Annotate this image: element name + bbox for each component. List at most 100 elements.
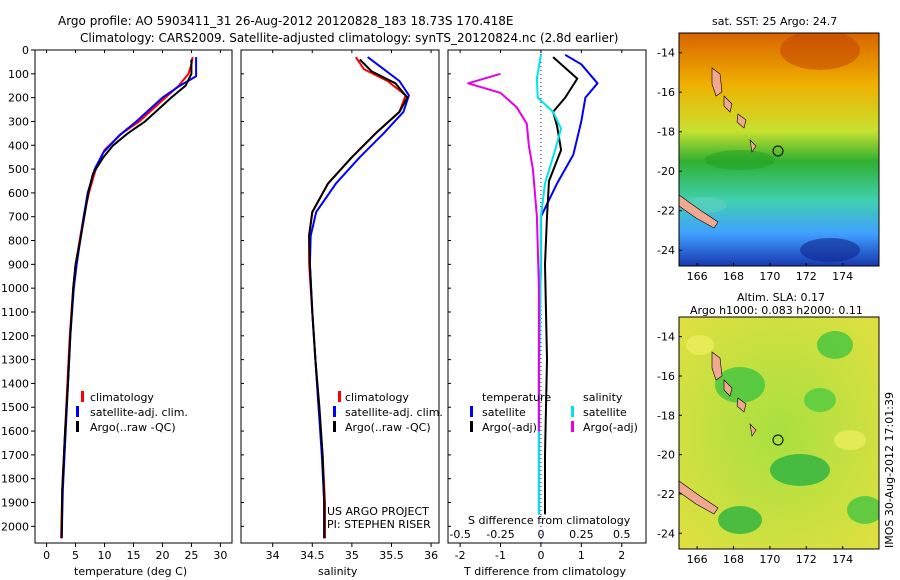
sla-map-title-line2: Argo h1000: 0.083 h2000: 0.11: [690, 304, 863, 317]
argo-float-position-marker: [772, 434, 784, 446]
map-lon-label: 174: [832, 553, 853, 566]
s-difference-axis-label: S difference from climatology: [468, 514, 631, 527]
legend-label: Argo(-adj): [482, 421, 537, 434]
legend-label: satellite: [482, 406, 526, 419]
vanuatu-island: [749, 139, 757, 153]
legend-swatch-t-satellite: [470, 406, 473, 417]
depth-tick-label: 0: [22, 44, 29, 57]
x-tick-label: -1: [495, 549, 506, 562]
map-lon-label: 170: [759, 270, 780, 283]
legend-label: Argo(..raw -QC): [90, 421, 176, 434]
map-lon-label: 168: [723, 270, 744, 283]
sst-patches: [679, 33, 860, 262]
depth-tick-label: 400: [8, 139, 29, 152]
depth-tick-label: 700: [8, 211, 29, 224]
x-tick-label: 2: [618, 549, 625, 562]
pi-annotation: PI: STEPHEN RISER: [327, 518, 431, 531]
new-caledonia-landmass: [679, 480, 719, 515]
legend-swatch-climatology: [338, 391, 341, 402]
legend-swatch-argo: [76, 421, 79, 432]
x-tick-label: 10: [98, 549, 112, 562]
x-tick-label: 35.5: [379, 549, 404, 562]
depth-tick-label: 800: [8, 235, 29, 248]
series-line: [308, 56, 410, 539]
x-tick-label: 25: [184, 549, 198, 562]
map-lat-label: -16: [657, 86, 675, 99]
sst-map-frame: [678, 32, 880, 267]
x-tick-label: 34: [266, 549, 280, 562]
legend-swatch-satellite: [333, 406, 336, 417]
x-tick-label: 0: [537, 549, 544, 562]
series-line: [537, 53, 599, 515]
timestamp: IMOS 30-Aug-2012 17:01:39: [883, 392, 896, 548]
depth-tick-label: 2000: [1, 520, 29, 533]
sla-map: [678, 316, 880, 550]
sst-map-title: sat. SST: 25 Argo: 24.7: [712, 15, 837, 28]
map-lat-label: -20: [657, 165, 675, 178]
depth-tick-label: 1600: [1, 425, 29, 438]
series-line: [308, 58, 409, 539]
charts-layer: 0 5 10 15 20 25 30 34 34.5 35 35.5 36 -2 -1 0 1 2 -0.5 -0.…: [43, 50, 631, 562]
map-lat-label: -16: [657, 370, 675, 383]
depth-tick-label: 1400: [1, 377, 29, 390]
x-tick-label: 20: [155, 549, 169, 562]
legend-swatch-s-argo: [571, 421, 574, 432]
map-lon-label: 170: [759, 553, 780, 566]
s-tick-label: 0.5: [613, 528, 631, 541]
map-axes: 166 168 170 172 174 -14 -16 -18 -20 -22 -24 166 168 1…: [657, 47, 853, 566]
legend-label: Argo(..raw -QC): [345, 421, 431, 434]
map-lon-label: 174: [832, 270, 853, 283]
depth-tick-label: 1900: [1, 497, 29, 510]
map-lat-label: -22: [657, 488, 675, 501]
x-tick-label: 1: [578, 549, 585, 562]
temperature-axis-label: temperature (deg C): [74, 565, 187, 578]
map-lat-label: -18: [657, 409, 675, 422]
vanuatu-island: [736, 397, 747, 413]
legend-swatch-s-satellite: [571, 406, 574, 417]
legend-swatch-t-argo: [470, 421, 473, 432]
x-tick-label: 36: [424, 549, 438, 562]
map-lat-label: -22: [657, 205, 675, 218]
depth-tick-label: 900: [8, 258, 29, 271]
depth-tick-label: 1700: [1, 449, 29, 462]
legend-label: Argo(-adj): [583, 421, 638, 434]
new-caledonia-landmass: [679, 194, 719, 229]
x-tick-label: -2: [455, 549, 466, 562]
legend-title-salinity: salinity: [583, 391, 623, 404]
sla-map-title-line1: Altim. SLA: 0.17: [737, 291, 825, 304]
map-lat-label: -14: [657, 47, 675, 60]
x-tick-label: 5: [72, 549, 79, 562]
legend-label: satellite-adj. clim.: [90, 406, 188, 419]
s-tick-label: -0.5: [449, 528, 470, 541]
vanuatu-island: [736, 113, 747, 129]
map-lat-label: -18: [657, 126, 675, 139]
difference-plot-frame: [447, 49, 647, 544]
temperature-legend: climatology satellite-adj. clim. Argo(..…: [76, 391, 188, 434]
series-line: [467, 72, 540, 432]
x-tick-label: 0: [43, 549, 50, 562]
depth-tick-label: 1200: [1, 330, 29, 343]
legend-label: climatology: [345, 391, 409, 404]
depth-tick-label: 1800: [1, 473, 29, 486]
depth-tick-label: 1500: [1, 401, 29, 414]
series-line: [535, 54, 563, 515]
x-tick-label: 15: [127, 549, 141, 562]
difference-legend: temperature salinity satellite Argo(-adj…: [470, 391, 638, 434]
map-lat-label: -14: [657, 331, 675, 344]
t-difference-axis-label: T difference from climatology: [463, 565, 626, 578]
salinity-axis-label: salinity: [318, 565, 358, 578]
sla-map-frame: [678, 316, 880, 550]
map-lat-label: -24: [657, 527, 675, 540]
depth-tick-label: 500: [8, 163, 29, 176]
map-lon-label: 166: [687, 270, 708, 283]
map-lat-label: -20: [657, 449, 675, 462]
vanuatu-island: [711, 67, 723, 97]
figure-title-line2: Climatology: CARS2009. Satellite-adjuste…: [80, 31, 618, 45]
vanuatu-island: [723, 379, 733, 397]
vanuatu-island: [723, 95, 733, 113]
legend-label: satellite-adj. clim.: [345, 406, 443, 419]
x-tick-label: 35: [345, 549, 359, 562]
depth-tick-label: 300: [8, 115, 29, 128]
series-line: [544, 56, 579, 515]
